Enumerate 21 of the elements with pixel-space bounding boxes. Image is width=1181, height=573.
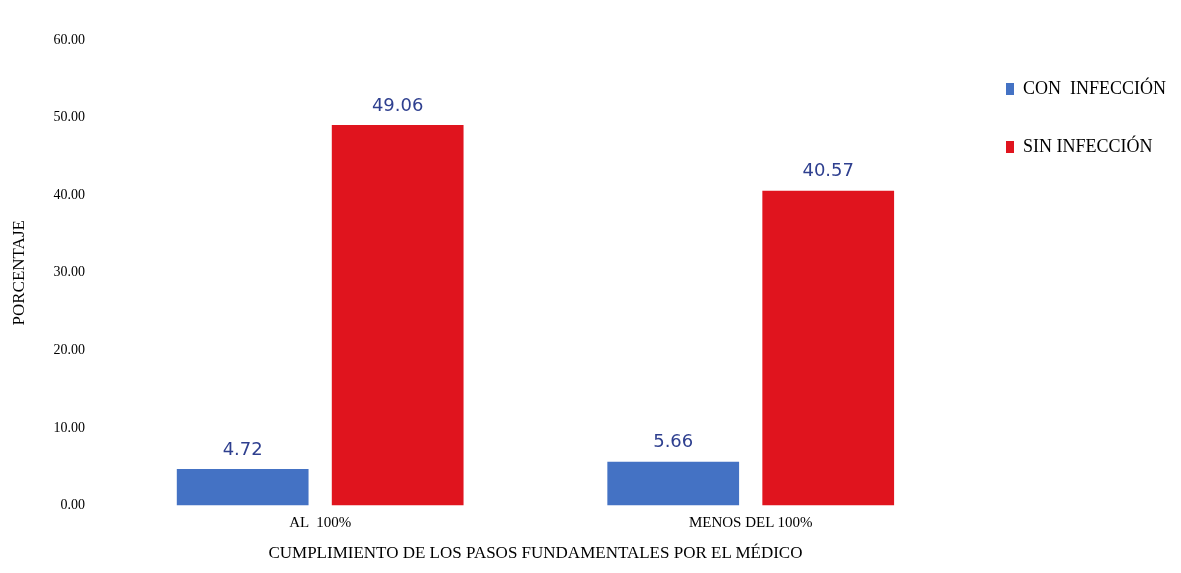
bar: [331, 124, 464, 506]
y-tick-label: 20.00: [53, 342, 85, 358]
y-tick-label: 60.00: [53, 31, 85, 47]
y-tick-label: 10.00: [53, 419, 85, 435]
x-axis-title: CUMPLIMIENTO DE LOS PASOS FUNDAMENTALES POR EL MÉDICO: [268, 543, 803, 563]
data-label: 49.06: [371, 93, 424, 115]
bar: [176, 468, 309, 506]
y-axis-title: PORCENTAJE: [8, 220, 28, 326]
bar: [607, 461, 740, 506]
y-tick-label: 40.00: [53, 186, 85, 202]
legend-label: CON INFECCIÓN: [1022, 76, 1167, 98]
data-label: 4.72: [222, 437, 263, 459]
bar: [762, 190, 895, 506]
data-label: 5.66: [653, 430, 694, 452]
data-label: 40.57: [802, 159, 854, 181]
x-tick-label: AL 100%: [289, 513, 352, 530]
y-tick-label: 50.00: [53, 109, 85, 125]
x-tick-label: MENOS DEL 100%: [688, 513, 813, 530]
y-tick-label: 30.00: [53, 264, 85, 280]
y-tick-label: 0.00: [60, 497, 85, 513]
legend-label: SIN INFECCIÓN: [1022, 134, 1153, 156]
